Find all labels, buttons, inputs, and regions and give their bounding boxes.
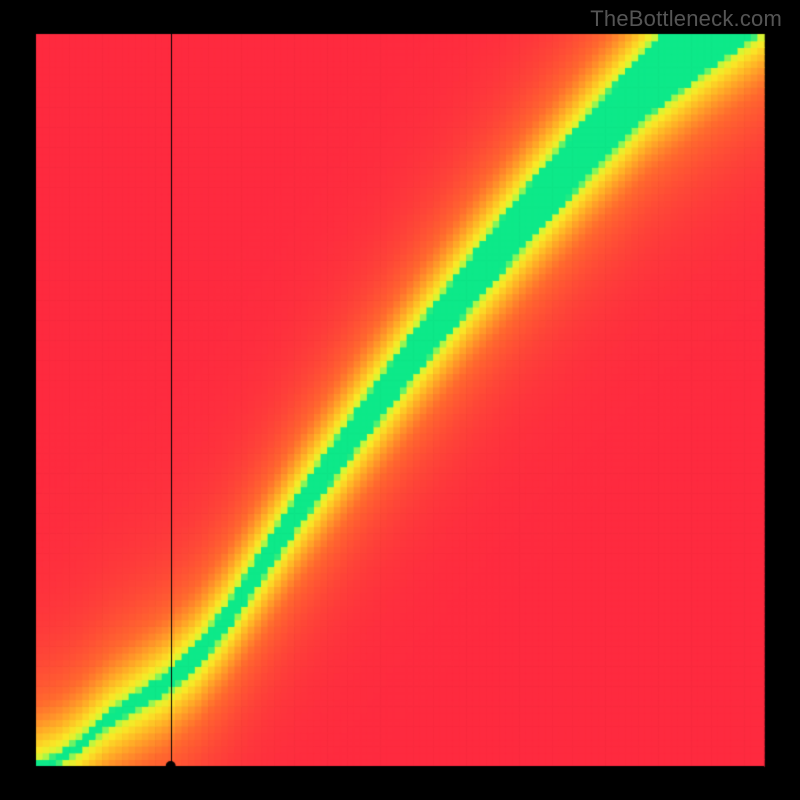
watermark-text: TheBottleneck.com	[590, 6, 782, 32]
heatmap-canvas	[0, 0, 800, 800]
chart-container: TheBottleneck.com	[0, 0, 800, 800]
